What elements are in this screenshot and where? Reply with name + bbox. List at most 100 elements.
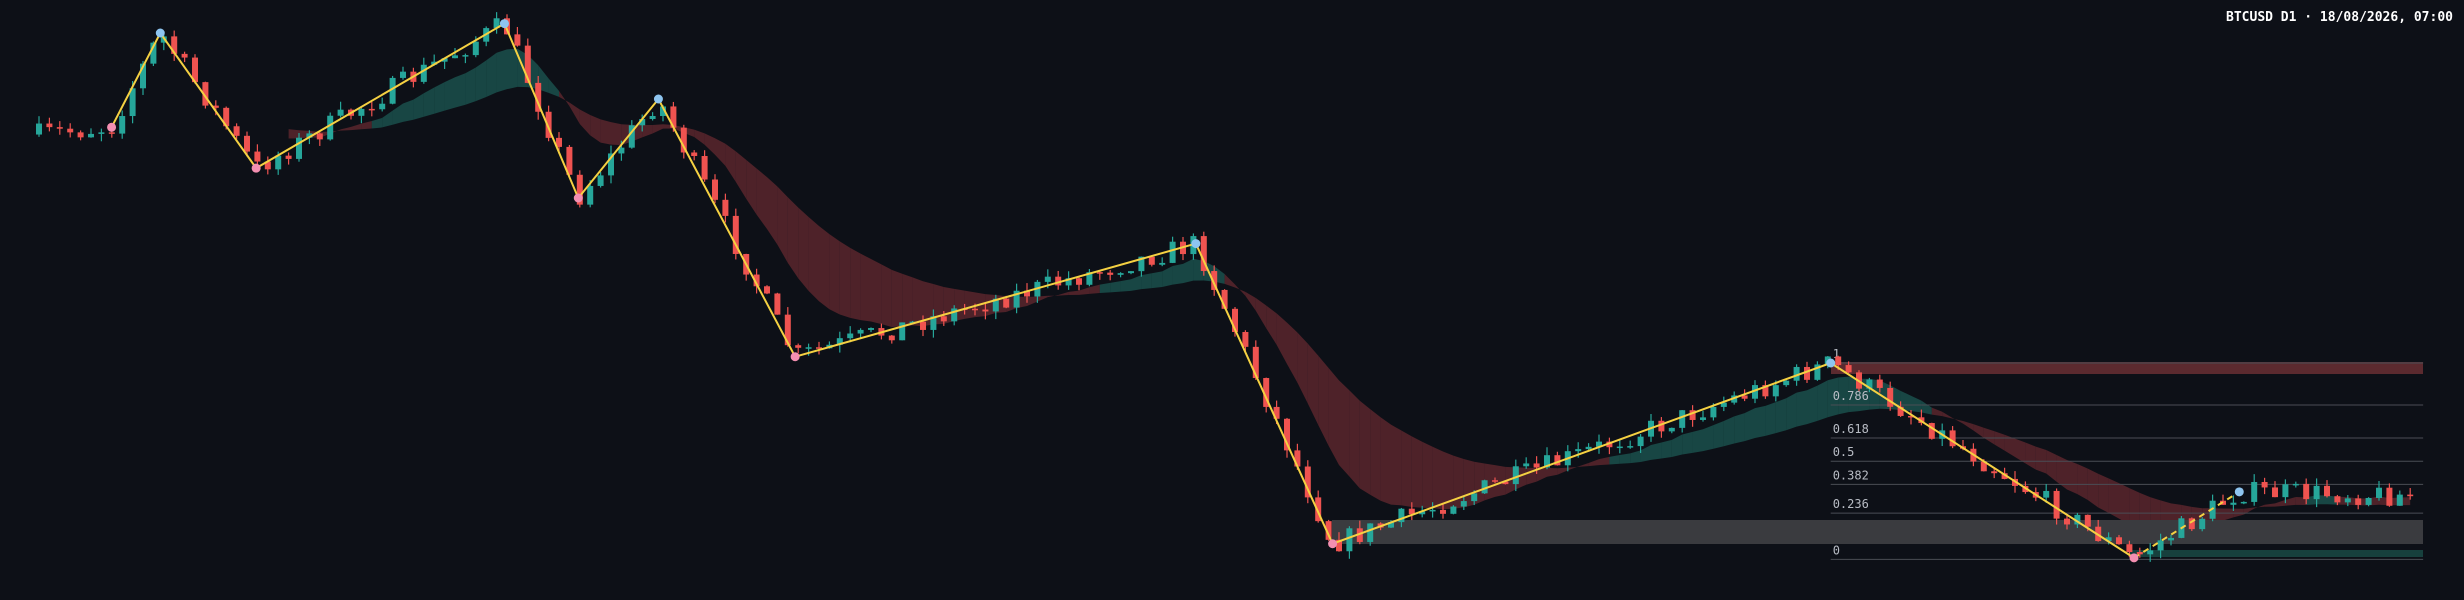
- candle-body: [764, 286, 770, 294]
- ribbon-segment: [1734, 413, 1745, 444]
- candle-body: [1273, 406, 1280, 419]
- candle-body: [400, 71, 406, 78]
- ribbon-segment: [1411, 436, 1423, 508]
- candle-body: [2365, 497, 2372, 505]
- ribbon-segment: [819, 225, 830, 310]
- candle-body: [2105, 537, 2112, 542]
- pivot-point: [2234, 487, 2244, 497]
- candle-body: [1544, 455, 1550, 468]
- candle-body: [1835, 356, 1842, 366]
- pivot-point: [573, 193, 583, 203]
- candle-body: [1117, 273, 1124, 275]
- candle-body: [2084, 514, 2091, 527]
- ribbon-segment: [1120, 279, 1131, 292]
- candle-body: [660, 106, 666, 117]
- ribbon-segment: [787, 197, 799, 279]
- candle-body: [493, 18, 500, 29]
- candle-body: [1897, 406, 1904, 416]
- fib-label: 0.5: [1833, 445, 1855, 459]
- ribbon-segment: [2129, 488, 2140, 531]
- candle-body: [171, 36, 178, 54]
- ribbon-segment: [777, 186, 788, 263]
- candle-body: [1783, 380, 1790, 386]
- candle-body: [67, 128, 74, 133]
- candle-body: [1460, 501, 1467, 507]
- pivot-point: [251, 163, 261, 173]
- zigzag-layer: [107, 19, 2244, 563]
- candle-body: [1086, 272, 1093, 285]
- ribbon-segment: [434, 82, 445, 114]
- ribbon-segment: [423, 87, 435, 117]
- ribbon-segment: [1931, 407, 1943, 417]
- candle-body: [2136, 552, 2143, 555]
- pivot-point: [499, 19, 509, 29]
- ribbon-segment: [1068, 290, 1079, 295]
- candle-body: [628, 125, 635, 148]
- candle-body: [1606, 441, 1613, 448]
- ribbon-segment: [611, 122, 622, 146]
- candle-body: [1866, 379, 1873, 389]
- candle-body: [36, 123, 42, 135]
- pivot-point: [107, 122, 117, 132]
- candle-body: [1980, 461, 1987, 472]
- candle-body: [337, 109, 344, 116]
- ribbon-segment: [829, 234, 840, 315]
- candle-body: [1492, 480, 1498, 482]
- candle-body: [1263, 378, 1270, 407]
- candle-body: [1554, 455, 1561, 466]
- candle-body: [1388, 522, 1394, 528]
- candle-body: [2386, 487, 2393, 506]
- ribbon-segment: [1131, 275, 1142, 291]
- ribbon-segment: [798, 207, 809, 291]
- candle-body: [452, 55, 458, 59]
- candle-body: [868, 328, 874, 330]
- candle-body: [930, 316, 937, 330]
- candle-body: [670, 106, 677, 128]
- candle-body: [795, 345, 802, 348]
- candle-body: [1304, 466, 1311, 498]
- candle-body: [2261, 482, 2268, 488]
- pivot-point: [155, 28, 165, 38]
- ribbon-segment: [1661, 439, 1672, 459]
- ribbon-segment: [382, 110, 393, 128]
- candle-body: [2344, 498, 2351, 503]
- ribbon-segment: [808, 216, 819, 302]
- ribbon-segment: [2254, 504, 2265, 509]
- candle-body: [649, 116, 656, 119]
- candle-body: [1481, 480, 1488, 494]
- candle-body: [639, 118, 646, 126]
- ribbon-segment: [1775, 398, 1787, 434]
- candle-body: [358, 108, 365, 116]
- candle-body: [2053, 490, 2060, 519]
- zone-box: [1332, 520, 2423, 544]
- candle-body: [2324, 485, 2330, 497]
- candle-body: [233, 126, 240, 136]
- ribbon-segment: [2056, 454, 2067, 490]
- candle-body: [701, 156, 708, 180]
- ribbon-segment: [1245, 291, 1256, 311]
- candle-body: [1076, 278, 1082, 285]
- ribbon-segment: [1952, 418, 1963, 424]
- candle-body: [712, 179, 718, 200]
- ribbon-segment: [559, 90, 570, 107]
- ribbon-segment: [1255, 297, 1267, 329]
- candle-body: [1512, 466, 1519, 485]
- candle-body: [1336, 539, 1342, 552]
- ribbon-segment: [642, 124, 653, 138]
- ribbon-segment: [1224, 274, 1235, 288]
- candle-body: [2147, 550, 2154, 555]
- candle-body: [618, 147, 625, 154]
- candle-body: [2116, 537, 2122, 545]
- ribbon-segment: [2035, 446, 2047, 474]
- candle-body: [441, 58, 448, 62]
- ribbon-segment: [2087, 468, 2099, 508]
- candle-body: [119, 116, 126, 134]
- candle-body: [129, 88, 136, 117]
- candle-body: [732, 215, 739, 254]
- candle-body: [1128, 271, 1134, 274]
- candle-body: [1949, 430, 1956, 447]
- candle-body: [1003, 298, 1010, 308]
- candle-body: [857, 329, 864, 334]
- candle-body: [1440, 509, 1446, 514]
- candle-body: [1887, 387, 1894, 407]
